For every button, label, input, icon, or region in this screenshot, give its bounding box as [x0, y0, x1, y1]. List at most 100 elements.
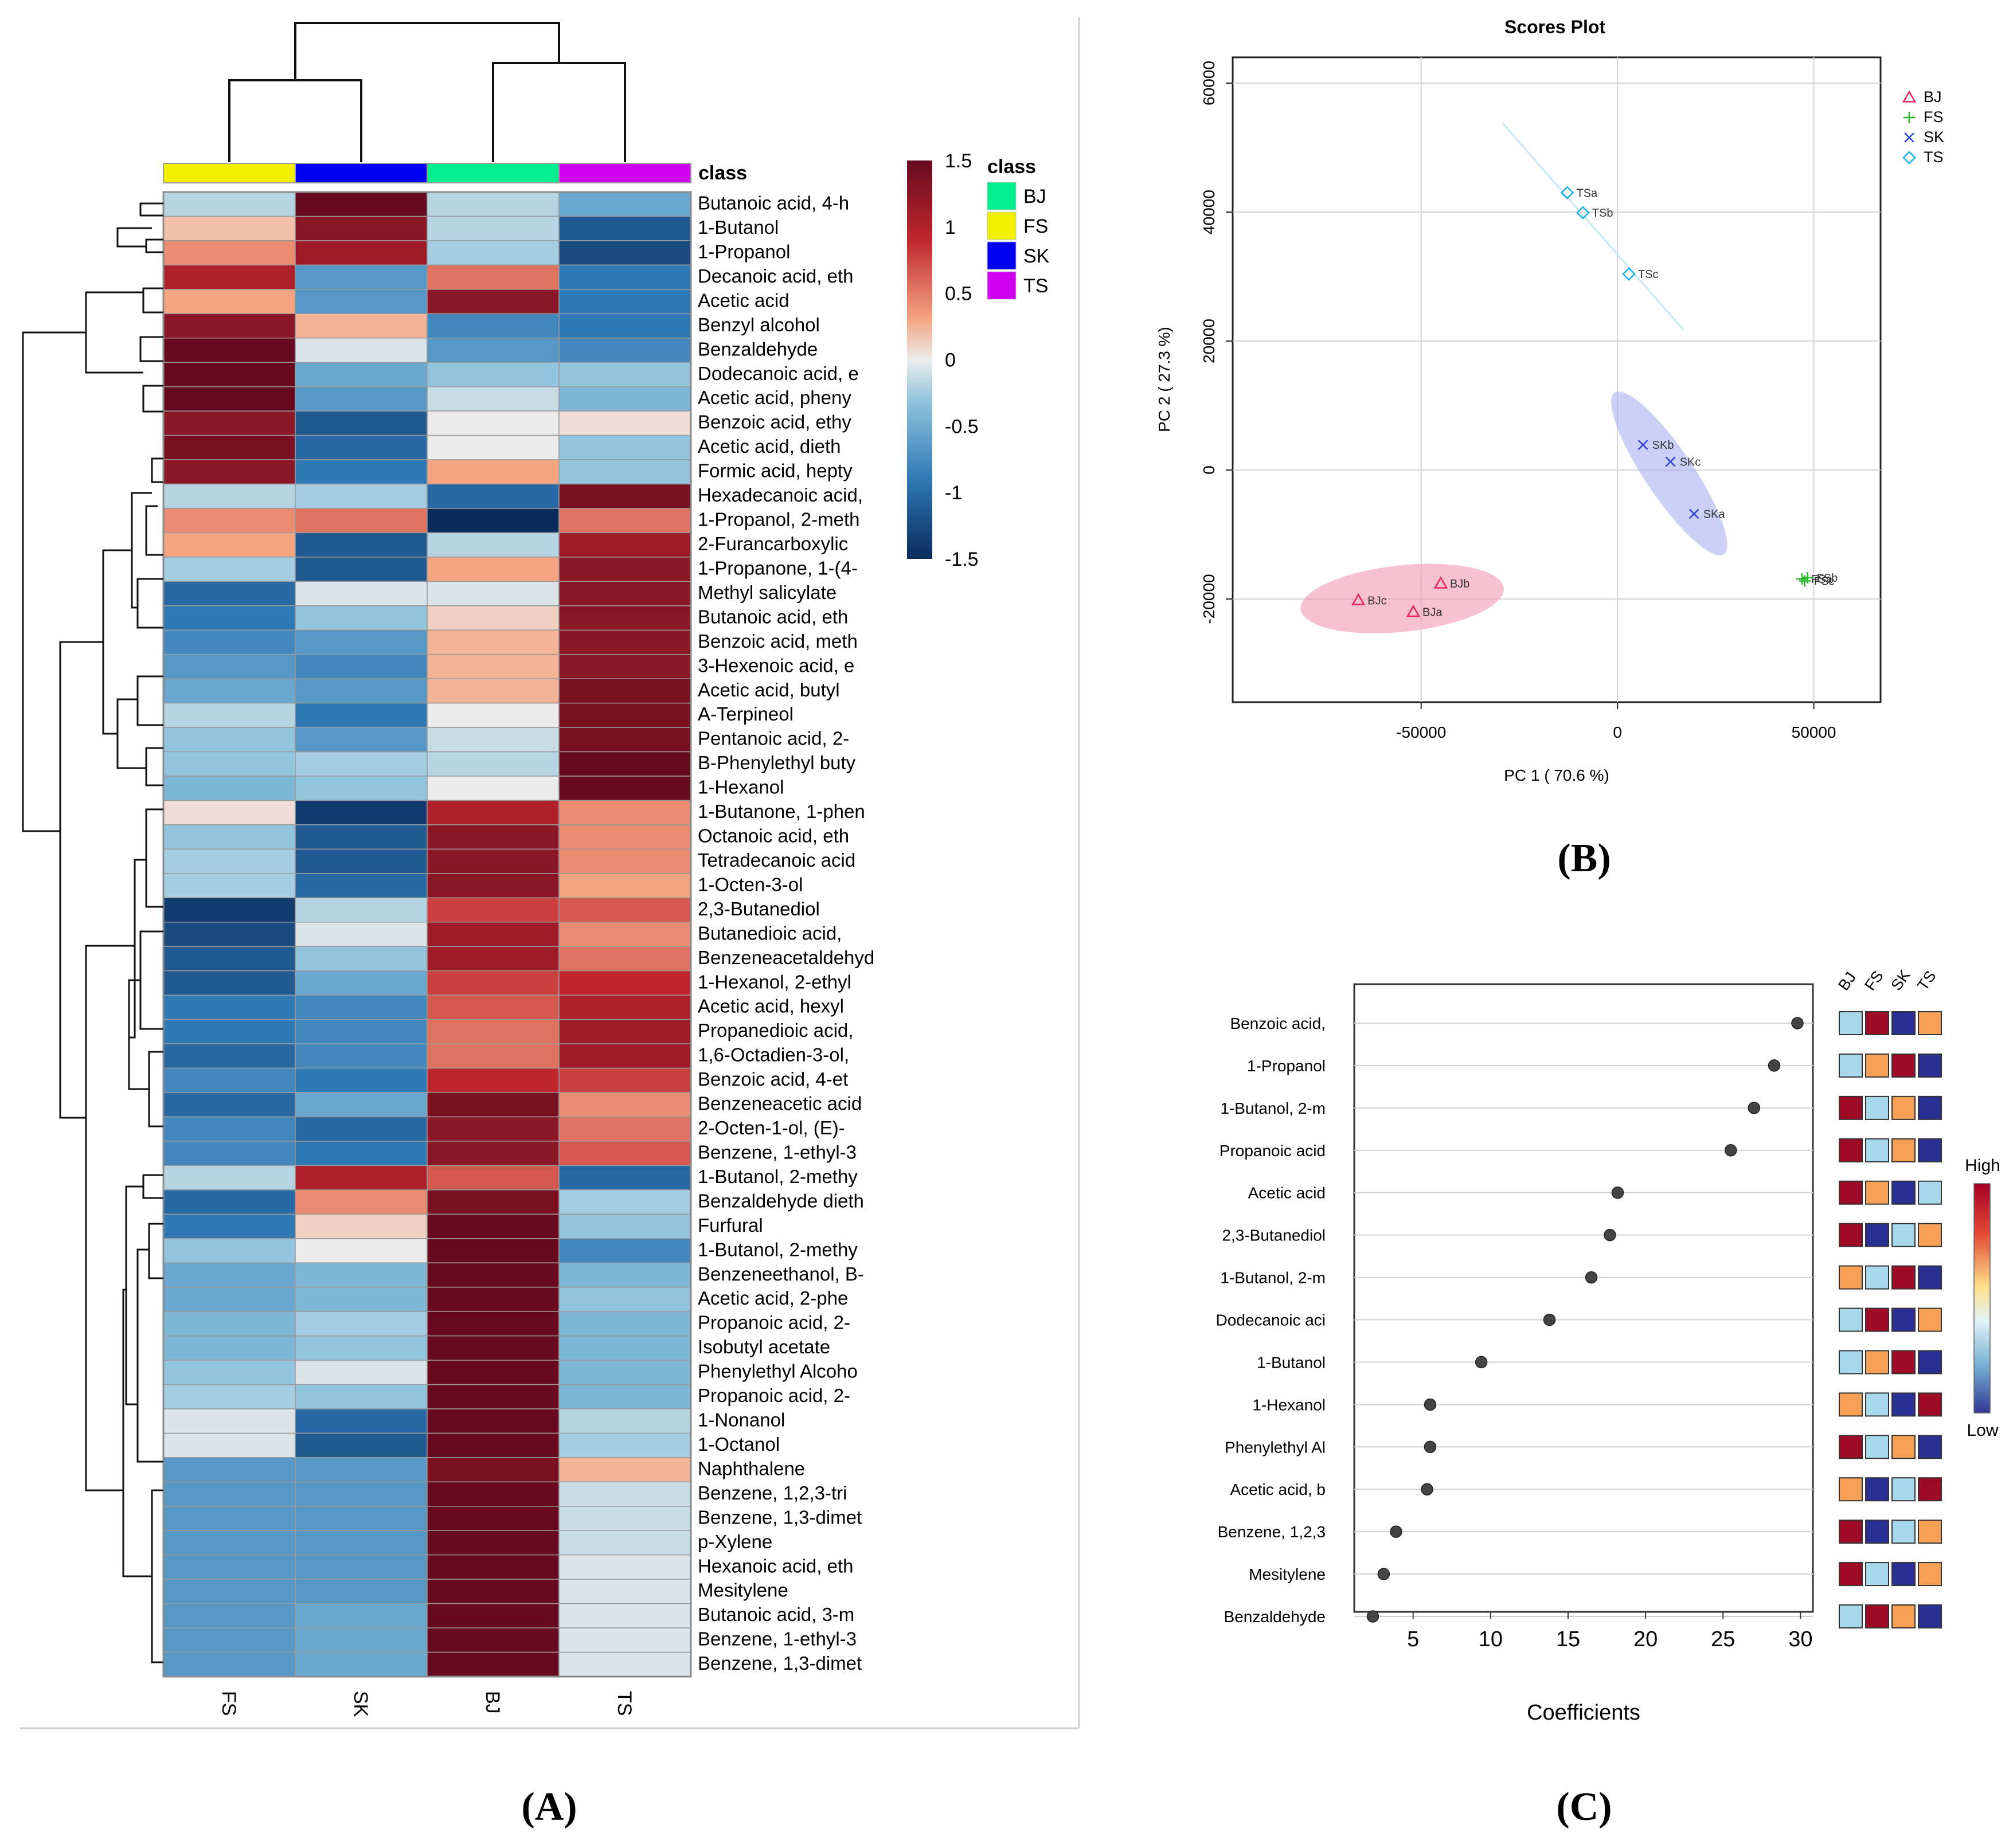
heatmap-cell: [558, 508, 691, 534]
pca-x-tick-label: -50000: [1396, 723, 1446, 741]
heatmap-cell: [427, 678, 560, 704]
heatmap-cell: [558, 1432, 691, 1458]
coefficient-x-tick-label: 10: [1479, 1627, 1503, 1651]
color-scale-tick-label: 1: [945, 217, 956, 238]
row-label: Benzene, 1,3-dimet: [698, 1653, 862, 1674]
heatmap-cell: [427, 1627, 560, 1653]
heatmap-cell: [427, 532, 560, 558]
heatmap-cell: [427, 1043, 560, 1069]
heatmap-cell: [163, 557, 296, 582]
heatmap-cell: [427, 264, 560, 290]
heatmap-cell: [295, 313, 428, 339]
group-level-cell: [1891, 1011, 1916, 1035]
pca-point-label: FSa: [1811, 573, 1833, 586]
group-level-cell: [1891, 1520, 1916, 1544]
heatmap-cell: [427, 970, 560, 996]
heatmap-cell: [558, 1408, 691, 1434]
heatmap-cell: [427, 873, 560, 899]
color-scale-bar: [907, 160, 932, 559]
heatmap-cell: [295, 216, 428, 241]
coefficient-row-label: 1-Propanol: [1247, 1057, 1326, 1075]
heatmap-cell: [295, 508, 428, 534]
pca-legend-label: FS: [1924, 108, 1944, 126]
row-label: Benzene, 1-ethyl-3: [698, 1628, 857, 1650]
class-legend-swatch: [987, 182, 1017, 210]
color-scale-tick-label: -1: [945, 482, 962, 504]
coefficient-row-label: Benzaldehyde: [1224, 1608, 1326, 1626]
heatmap-cell: [295, 1286, 428, 1312]
pca-point-label: FSc: [1814, 575, 1835, 588]
group-level-cell: [1918, 1223, 1942, 1247]
group-level-cell: [1839, 1392, 1863, 1417]
diamond-marker: [1622, 267, 1636, 281]
coefficient-dot: [1475, 1356, 1488, 1369]
heatmap-cell: [295, 873, 428, 899]
row-label: Hexanoic acid, eth: [698, 1555, 854, 1576]
group-level-cell: [1839, 1011, 1863, 1035]
row-label: B-Phenylethyl buty: [698, 752, 856, 773]
row-label: Benzene, 1,2,3-tri: [698, 1482, 847, 1504]
row-label: Benzene, 1,3-dimet: [698, 1506, 862, 1528]
coefficient-x-tick-label: 30: [1788, 1627, 1812, 1651]
group-level-cell: [1839, 1435, 1863, 1459]
heatmap-cell: [427, 362, 560, 387]
heatmap-cell: [163, 386, 296, 412]
coefficient-plot-area: [1353, 983, 1814, 1613]
x-marker: [1688, 508, 1699, 519]
heatmap-cell: [558, 727, 691, 753]
heatmap-cell: [163, 800, 296, 825]
group-level-cell: [1918, 1095, 1942, 1120]
row-label: Acetic acid, dieth: [698, 436, 841, 457]
heatmap-cell: [295, 1457, 428, 1483]
heatmap-cell: [163, 410, 296, 436]
heatmap-cell: [163, 581, 296, 606]
row-label: 1,6-Octadien-3-ol,: [698, 1044, 849, 1066]
group-level-cell: [1865, 1138, 1889, 1162]
heatmap-cell: [558, 1457, 691, 1483]
row-label: 1-Butanol, 2-methy: [698, 1166, 858, 1187]
heatmap-cell: [558, 1311, 691, 1337]
heatmap-cell: [163, 678, 296, 704]
heatmap-cell: [427, 629, 560, 655]
heatmap-cell: [558, 1238, 691, 1263]
group-level-cell: [1918, 1477, 1942, 1502]
coefficient-dot: [1768, 1059, 1781, 1072]
heatmap-cell: [163, 1116, 296, 1142]
heatmap-cell: [427, 1067, 560, 1093]
heatmap-cell: [427, 702, 560, 728]
coefficient-dot: [1604, 1228, 1616, 1242]
heatmap-cell: [163, 1213, 296, 1239]
heatmap-panel: class Butanoic acid, 4-h 1-Butanol 1-Propa…: [20, 17, 1080, 1829]
heatmap-cell: [427, 459, 560, 485]
heatmap-cell: [558, 897, 691, 923]
group-level-cell: [1839, 1223, 1863, 1247]
x-marker: [1637, 440, 1648, 451]
heatmap-cell: [558, 1165, 691, 1191]
row-label: 1-Nonanol: [698, 1410, 785, 1431]
group-level-cell: [1918, 1053, 1942, 1078]
heatmap-cell: [558, 1019, 691, 1044]
heatmap-cell: [163, 1043, 296, 1069]
row-label: Acetic acid, 2-phe: [698, 1287, 848, 1309]
heatmap-cell: [558, 995, 691, 1020]
pca-point-label: SKc: [1680, 456, 1701, 468]
heatmap-cell: [295, 410, 428, 436]
heatmap-cell: [163, 1603, 296, 1628]
heatmap-cell: [163, 1554, 296, 1580]
pca-point-label: TSc: [1638, 268, 1659, 281]
coefficient-dot: [1791, 1017, 1804, 1029]
column-label: SK: [350, 1691, 372, 1717]
heatmap-cell: [163, 1506, 296, 1531]
group-level-cell: [1891, 1223, 1916, 1247]
heatmap-cell: [558, 1384, 691, 1410]
coefficient-row-label: Acetic acid: [1248, 1184, 1326, 1202]
class-bar-cell: [163, 163, 296, 183]
heatmap-cell: [295, 1116, 428, 1142]
row-label: Decanoic acid, eth: [698, 265, 854, 287]
coefficient-x-label: Coefficients: [1527, 1701, 1640, 1725]
heatmap-cell: [163, 264, 296, 290]
heatmap-cell: [163, 434, 296, 460]
group-level-cell: [1865, 1604, 1889, 1628]
heatmap-cell: [558, 629, 691, 655]
